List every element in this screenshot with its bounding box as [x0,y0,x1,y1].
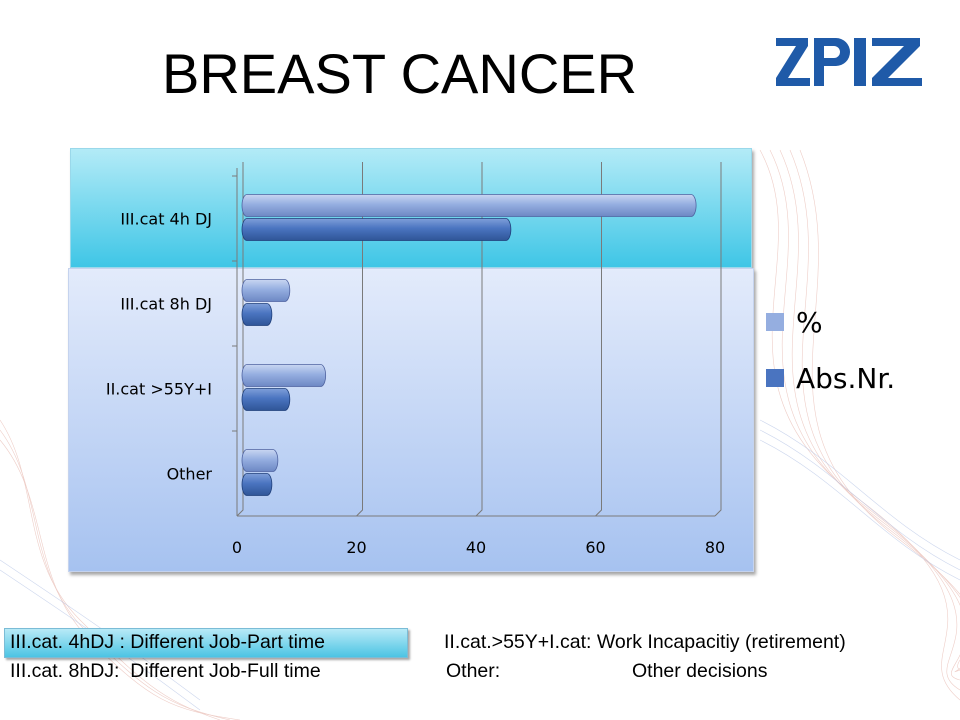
legend-item-abs-nr: Abs.Nr. [766,350,895,406]
caption-row2-right: Other decisions [632,660,768,682]
x-tick-label: 40 [466,538,486,557]
gridline [236,162,244,517]
bar [241,449,279,472]
chart-legend: % Abs.Nr. [766,294,895,406]
bar [241,279,291,302]
legend-swatch-percent [766,313,784,331]
x-tick-label: 0 [232,538,242,557]
gridline [595,162,602,517]
bar [241,194,697,217]
chart-plot-background [68,268,754,572]
zpiz-logo [776,38,922,86]
bar [241,218,512,241]
x-tick-label: 80 [705,538,725,557]
category-label: III.cat 4h DJ [120,210,212,229]
category-label: III.cat 8h DJ [120,295,212,314]
gridline [356,162,363,517]
x-tick-label: 60 [585,538,605,557]
legend-swatch-abs-nr [766,369,784,387]
caption-row2-left: III.cat. 8hDJ: Different Job-Full time [10,660,321,682]
caption-row1-right: II.cat.>55Y+I.cat: Work Incapacitiy (ret… [444,631,846,653]
bar [241,388,291,411]
gridline [714,162,722,517]
caption-row1-left: III.cat. 4hDJ : Different Job-Part time [10,631,326,653]
bar [241,473,273,496]
category-label: Other [167,465,213,484]
legend-item-percent: % [766,294,895,350]
gridline [475,162,483,517]
bar [241,364,327,387]
bar [241,303,273,326]
legend-label-percent: % [796,305,823,339]
x-tick-label: 20 [346,538,366,557]
caption-highlight-box [4,628,408,658]
category-label: II.cat >55Y+I [106,380,212,399]
legend-label-abs-nr: Abs.Nr. [796,361,896,395]
caption-row2-mid: Other: [446,660,501,682]
slide-title: BREAST CANCER [162,42,638,105]
